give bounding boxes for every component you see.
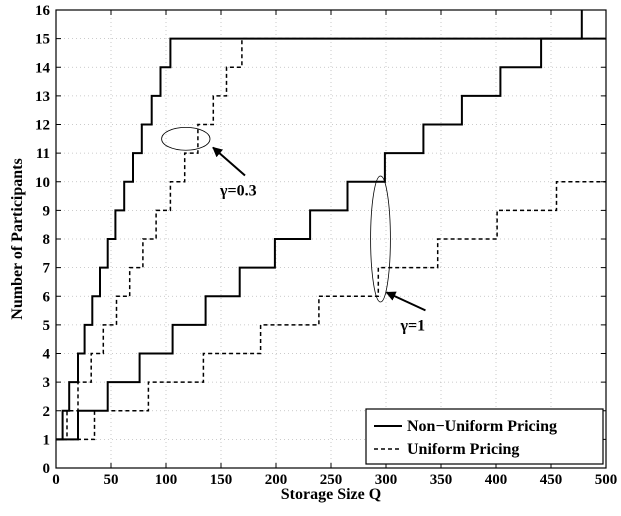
x-tick-label: 150 — [210, 472, 233, 488]
y-tick-label: 13 — [35, 89, 50, 105]
legend-box — [365, 408, 604, 465]
y-tick-label: 6 — [43, 289, 51, 305]
x-tick-label: 50 — [104, 472, 119, 488]
x-tick-label: 500 — [595, 472, 618, 488]
y-tick-label: 4 — [43, 347, 51, 363]
y-tick-label: 8 — [43, 232, 51, 248]
x-tick-label: 0 — [52, 472, 60, 488]
y-tick-label: 0 — [43, 461, 51, 477]
x-tick-label: 300 — [375, 472, 398, 488]
x-tick-label: 450 — [540, 472, 563, 488]
grid — [56, 10, 606, 468]
y-tick-label: 3 — [43, 375, 51, 391]
y-tick-label: 10 — [35, 175, 50, 191]
annotation-arrow — [212, 146, 246, 177]
legend-dashed-label: Uniform Pricing — [407, 441, 519, 458]
annotation-ellipse — [370, 175, 391, 303]
y-tick-label: 16 — [35, 3, 51, 19]
y-tick-label: 2 — [43, 404, 51, 420]
x-tick-label: 400 — [485, 472, 508, 488]
annotation-arrow — [385, 291, 426, 312]
y-tick-label: 15 — [35, 32, 50, 48]
series-line-3 — [56, 10, 583, 441]
y-tick-label: 7 — [43, 261, 51, 277]
x-tick-label: 350 — [430, 472, 453, 488]
legend: Non−Uniform Pricing Uniform Pricing — [365, 408, 604, 465]
annotation-label: γ=0.3 — [219, 183, 257, 200]
y-tick-label: 9 — [43, 203, 51, 219]
y-axis-label: Number of Participants — [9, 158, 26, 319]
x-tick-label: 100 — [155, 472, 178, 488]
series-line-4 — [56, 181, 606, 441]
y-tick-label: 5 — [43, 318, 51, 334]
y-tick-label: 1 — [43, 432, 51, 448]
x-tick-label: 200 — [265, 472, 288, 488]
x-axis-label: Storage Size Q — [281, 486, 381, 503]
y-tick-label: 12 — [35, 118, 50, 134]
legend-solid-label: Non−Uniform Pricing — [407, 418, 557, 435]
y-tick-label: 14 — [35, 60, 51, 76]
ticks: 0 50 100 150 200 250 300 350 400 450 5000123456789… — [35, 3, 617, 488]
series-layer — [56, 10, 606, 441]
annotation-ellipse — [161, 126, 211, 151]
x-tick-label: 250 — [320, 472, 343, 488]
annotation-label: γ=1 — [399, 317, 425, 334]
y-tick-label: 11 — [36, 146, 50, 162]
annotations: γ=0.3 γ=1 — [161, 126, 426, 334]
